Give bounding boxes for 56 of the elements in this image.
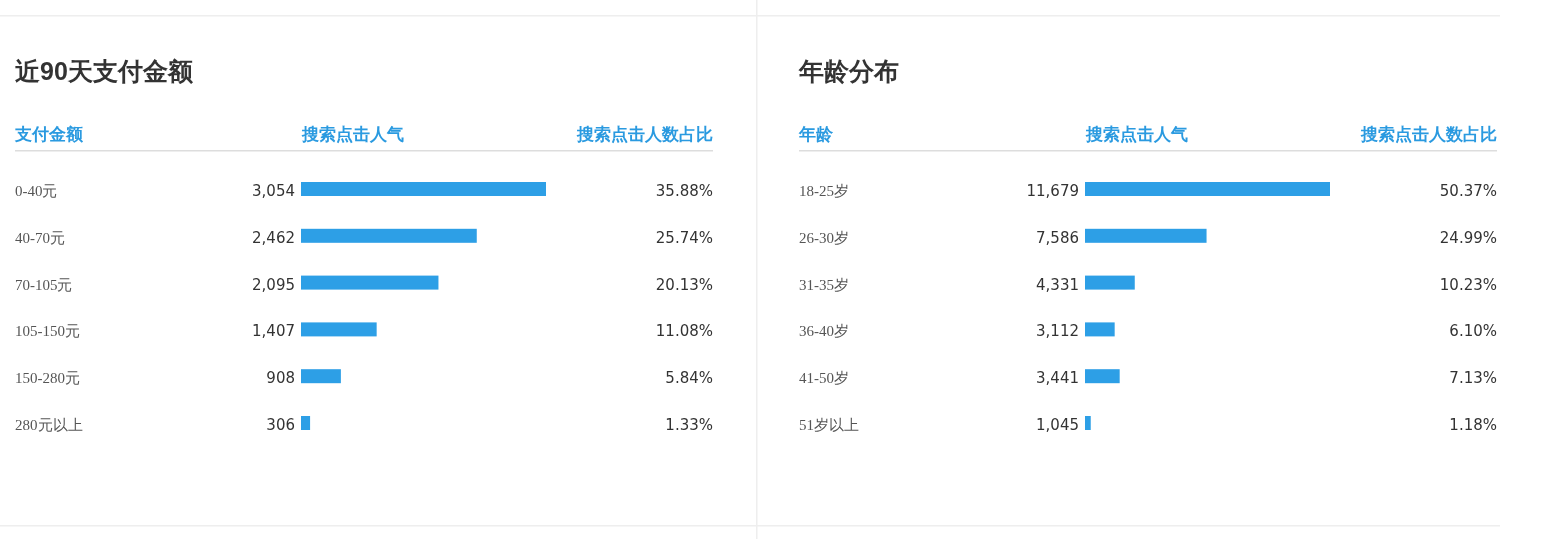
- data-label: 25.74%: [655, 228, 713, 247]
- text: 11,679: [1026, 182, 1079, 200]
- data-label: 6.10%: [1449, 322, 1497, 341]
- data-label: 7.13%: [1449, 369, 1497, 388]
- y-tick-label: 51岁以上: [799, 417, 859, 433]
- bar: [1085, 322, 1115, 337]
- text: 306: [266, 416, 295, 434]
- bar: [301, 369, 341, 384]
- data-label: 1.18%: [1449, 416, 1497, 434]
- y-tick-label: 105-150元: [15, 323, 80, 340]
- text: 2,095: [252, 275, 295, 294]
- text: 搜索点击人数占比: [1360, 125, 1497, 144]
- bar: [301, 275, 439, 290]
- data-label: 35.88%: [655, 182, 713, 200]
- text: 2,462: [252, 228, 295, 247]
- y-tick-label: 36-40岁: [799, 323, 849, 340]
- text: 搜索点击人气: [1085, 125, 1188, 144]
- chart-title: 近90天支付金额: [15, 57, 194, 85]
- y-tick-label: 31-35岁: [799, 276, 849, 293]
- bar: [301, 322, 377, 337]
- y-tick-label: 18-25岁: [799, 183, 849, 199]
- y-tick-label: 70-105元: [15, 276, 73, 293]
- text: 4,331: [1036, 275, 1079, 294]
- data-label: 50.37%: [1439, 182, 1497, 200]
- text: 搜索点击人数占比: [576, 125, 713, 144]
- y-tick-label: 41-50岁: [799, 370, 849, 387]
- bar: [1085, 369, 1120, 384]
- text: 年龄分布: [798, 57, 899, 85]
- bar: [1085, 228, 1207, 243]
- bar: [1085, 416, 1091, 430]
- bar: [301, 416, 311, 430]
- text: 3,054: [252, 182, 295, 200]
- bar: [1085, 182, 1330, 196]
- data-label: 24.99%: [1439, 228, 1497, 247]
- text: 3,441: [1036, 369, 1079, 388]
- data-label: 5.84%: [665, 369, 713, 388]
- y-tick-label: 26-30岁: [799, 229, 849, 246]
- data-label: 20.13%: [655, 275, 713, 294]
- data-label: 10.23%: [1439, 275, 1497, 294]
- data-label: 1.33%: [665, 416, 713, 434]
- bar: [1085, 275, 1135, 290]
- bar: [301, 182, 546, 196]
- y-axis-title: 年龄: [798, 125, 834, 144]
- text: 1,407: [252, 322, 295, 341]
- text: 1,045: [1036, 416, 1079, 434]
- bar: [301, 228, 477, 243]
- text: 7,586: [1036, 228, 1079, 247]
- y-tick-label: 150-280元: [15, 370, 80, 387]
- text: 908: [266, 369, 295, 388]
- data-label: 11.08%: [655, 322, 713, 341]
- y-tick-label: 280元以上: [15, 417, 83, 433]
- text: 3,112: [1036, 322, 1079, 341]
- y-axis-title: 支付金额: [14, 125, 84, 144]
- y-tick-label: 0-40元: [15, 183, 58, 199]
- text: 搜索点击人气: [301, 125, 404, 144]
- y-tick-label: 40-70元: [15, 229, 65, 246]
